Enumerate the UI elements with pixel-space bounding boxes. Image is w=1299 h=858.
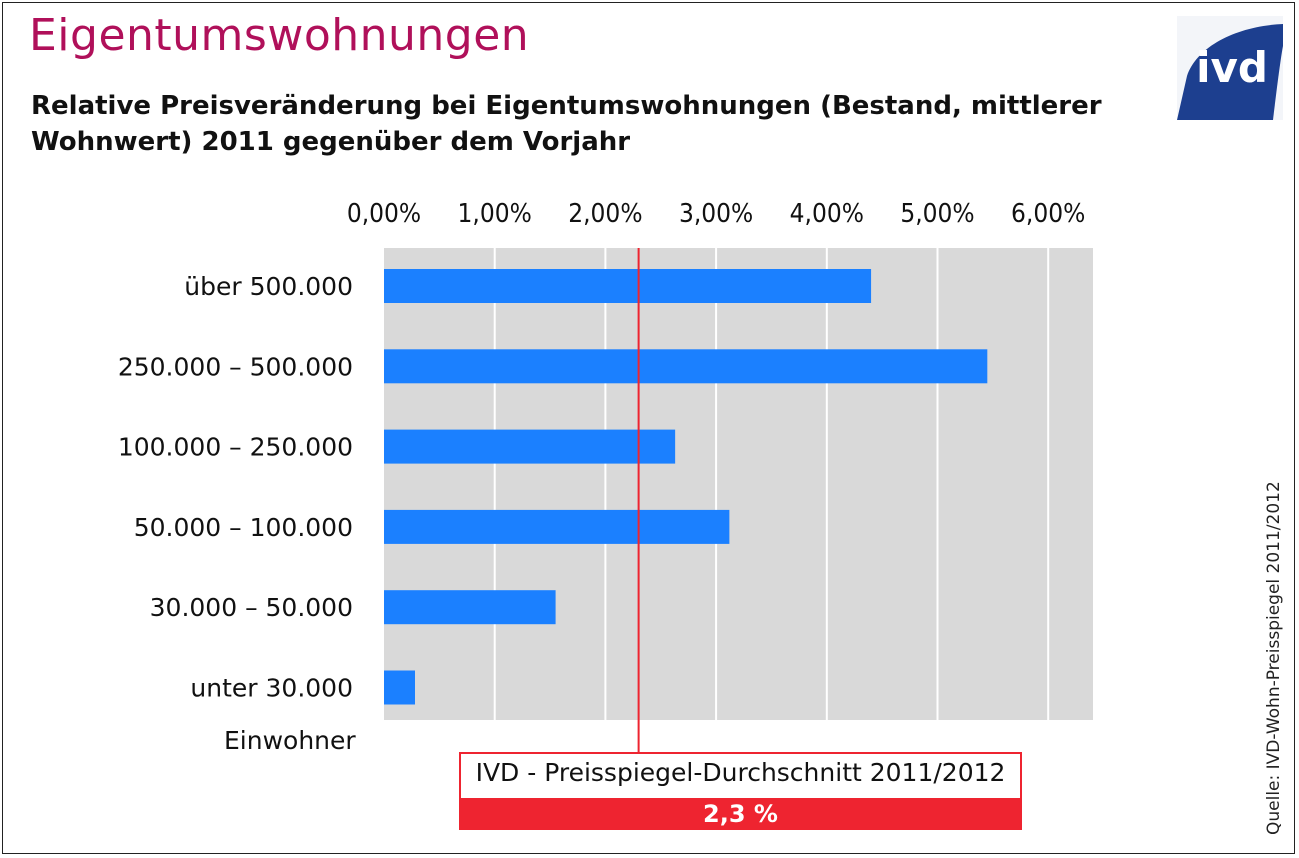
bar	[384, 670, 415, 705]
chart-subtitle: Relative Preisveränderung bei Eigentumsw…	[31, 91, 1102, 157]
bar	[384, 269, 872, 303]
average-legend-box: IVD - Preisspiegel-Durchschnitt 2011/201…	[459, 752, 1022, 830]
x-tick-label: 3,00%	[679, 199, 753, 229]
category-label: 250.000 – 500.000	[118, 352, 353, 381]
x-tick-label: 5,00%	[900, 199, 974, 229]
x-tick-label: 2,00%	[568, 199, 642, 229]
bar	[384, 509, 730, 544]
bar	[384, 590, 556, 625]
x-tick-label: 0,00%	[347, 199, 421, 229]
chart-title: Eigentumswohnungen	[29, 10, 530, 61]
source-note: Quelle: IVD-Wohn-Preisspiegel 2011/2012	[1264, 481, 1284, 835]
bar	[384, 429, 676, 464]
category-label: unter 30.000	[190, 674, 353, 703]
bar	[384, 349, 988, 384]
ivd-logo: ivd	[1177, 16, 1283, 120]
average-label: IVD - Preisspiegel-Durchschnitt 2011/201…	[475, 758, 1006, 787]
x-tick-label: 6,00%	[1011, 199, 1085, 229]
category-label: über 500.000	[184, 272, 353, 301]
x-tick-label: 4,00%	[790, 199, 864, 229]
category-label: 50.000 – 100.000	[134, 513, 353, 542]
category-label: 100.000 – 250.000	[118, 433, 353, 462]
x-tick-label: 1,00%	[458, 199, 532, 229]
average-value: 2,3 %	[459, 798, 1022, 830]
category-label: 30.000 – 50.000	[150, 593, 353, 622]
plot-area	[384, 248, 1093, 720]
logo-text: ivd	[1196, 43, 1268, 92]
y-axis-label: Einwohner	[224, 726, 356, 755]
